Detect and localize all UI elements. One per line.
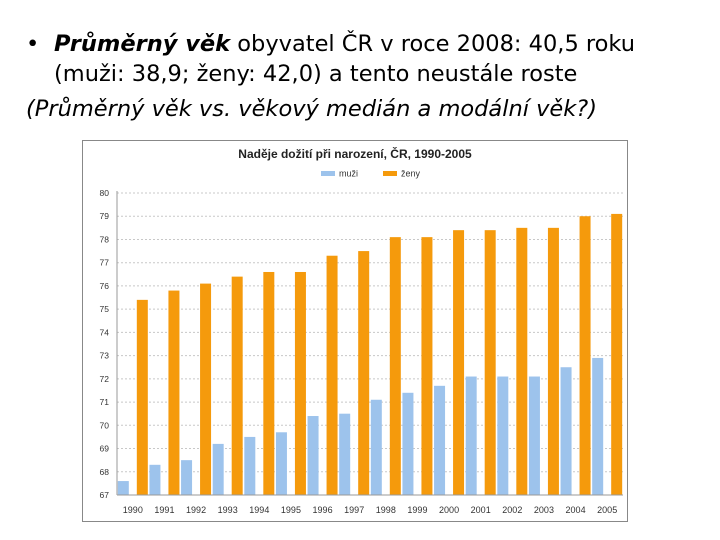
y-tick-label: 71 <box>100 397 110 407</box>
x-tick-label: 1995 <box>281 505 301 515</box>
x-tick-label: 1997 <box>344 505 364 515</box>
chart-grid <box>117 192 623 496</box>
bar-muži-1999 <box>402 392 414 495</box>
bar-ženy-1991 <box>168 290 180 495</box>
x-tick-label: 2004 <box>566 505 586 515</box>
y-tick-label: 68 <box>100 467 110 477</box>
legend-label: ženy <box>401 169 421 179</box>
bar-ženy-2000 <box>453 230 465 495</box>
bar-muži-1996 <box>307 416 319 495</box>
bar-ženy-1996 <box>326 255 338 495</box>
y-tick-label: 80 <box>100 188 110 198</box>
note-text: (Průměrný věk vs. věkový medián a modáln… <box>26 96 598 122</box>
bar-ženy-1998 <box>389 237 401 495</box>
x-tick-label: 1992 <box>186 505 206 515</box>
x-axis: 1990 1991 1992 1993 1994 1995 1996 1997 1998 1999… <box>123 505 617 515</box>
bar-muži-1992 <box>181 460 193 495</box>
bar-ženy-2005 <box>611 213 623 495</box>
legend-swatch <box>383 171 397 176</box>
y-tick-label: 73 <box>100 351 110 361</box>
bullet-rest: obyvatel ČR v roce 2008: 40,5 roku <box>230 31 636 57</box>
bar-muži-1994 <box>244 436 256 495</box>
bar-muži-1993 <box>212 443 224 495</box>
x-tick-label: 2003 <box>534 505 554 515</box>
bar-ženy-1995 <box>294 271 306 495</box>
chart-legend: muži ženy <box>321 169 421 179</box>
y-tick-label: 76 <box>100 281 110 291</box>
bar-muži-2001 <box>465 376 477 495</box>
x-tick-label: 2005 <box>597 505 617 515</box>
x-tick-label: 1994 <box>249 505 269 515</box>
x-tick-label: 1991 <box>154 505 174 515</box>
bullet-line-2: (muži: 38,9; ženy: 42,0) a tento neustál… <box>54 61 578 87</box>
bar-muži-1990 <box>117 481 129 495</box>
y-tick-label: 70 <box>100 420 110 430</box>
y-tick-label: 69 <box>100 444 110 454</box>
legend-swatch <box>321 171 335 176</box>
bar-muži-2002 <box>497 376 509 495</box>
chart-container: Naděje dožití při narození, ČR, 1990-200… <box>82 140 628 522</box>
bar-ženy-1994 <box>263 271 275 495</box>
y-tick-label: 79 <box>100 211 110 221</box>
y-tick-label: 72 <box>100 374 110 384</box>
bar-muži-2000 <box>434 385 446 495</box>
x-tick-label: 2001 <box>471 505 491 515</box>
bar-muži-1995 <box>275 432 287 495</box>
bar-ženy-1992 <box>200 283 212 495</box>
bar-ženy-2002 <box>516 227 528 495</box>
x-tick-label: 1998 <box>376 505 396 515</box>
bar-ženy-2003 <box>547 227 559 495</box>
bar-ženy-1999 <box>421 237 433 495</box>
bar-ženy-2001 <box>484 230 496 495</box>
x-tick-label: 1993 <box>218 505 238 515</box>
bar-ženy-2004 <box>579 216 591 495</box>
bullet-text: Průměrný věk obyvatel ČR v roce 2008: 40… <box>54 30 635 59</box>
bullet-dot: • <box>26 31 40 57</box>
bar-muži-2003 <box>528 376 540 495</box>
y-tick-label: 74 <box>100 327 110 337</box>
y-tick-label: 78 <box>100 234 110 244</box>
x-tick-label: 1990 <box>123 505 143 515</box>
bullet-bold-term: Průměrný věk <box>54 31 231 57</box>
y-tick-label: 75 <box>100 304 110 314</box>
y-tick-label: 67 <box>100 490 110 500</box>
bar-ženy-1990 <box>136 299 148 495</box>
bar-ženy-1997 <box>358 251 370 495</box>
y-axis: 67 68 69 70 71 72 73 74 75 76 77 78 79 80 <box>100 188 623 500</box>
bar-muži-2004 <box>560 367 572 495</box>
bar-muži-1991 <box>149 464 161 495</box>
bar-muži-1997 <box>339 413 351 495</box>
life-expectancy-chart: Naděje dožití při narození, ČR, 1990-200… <box>100 146 623 515</box>
bar-muži-1998 <box>370 399 382 495</box>
legend-label: muži <box>339 169 358 179</box>
y-tick-label: 77 <box>100 258 110 268</box>
x-tick-label: 1999 <box>407 505 427 515</box>
x-tick-label: 2000 <box>439 505 459 515</box>
bar-ženy-1993 <box>231 276 243 495</box>
chart-bars <box>117 213 623 495</box>
chart-title: Naděje dožití při narození, ČR, 1990-200… <box>238 146 472 161</box>
x-tick-label: 2002 <box>502 505 522 515</box>
bar-muži-2005 <box>592 357 604 495</box>
x-tick-label: 1996 <box>313 505 333 515</box>
